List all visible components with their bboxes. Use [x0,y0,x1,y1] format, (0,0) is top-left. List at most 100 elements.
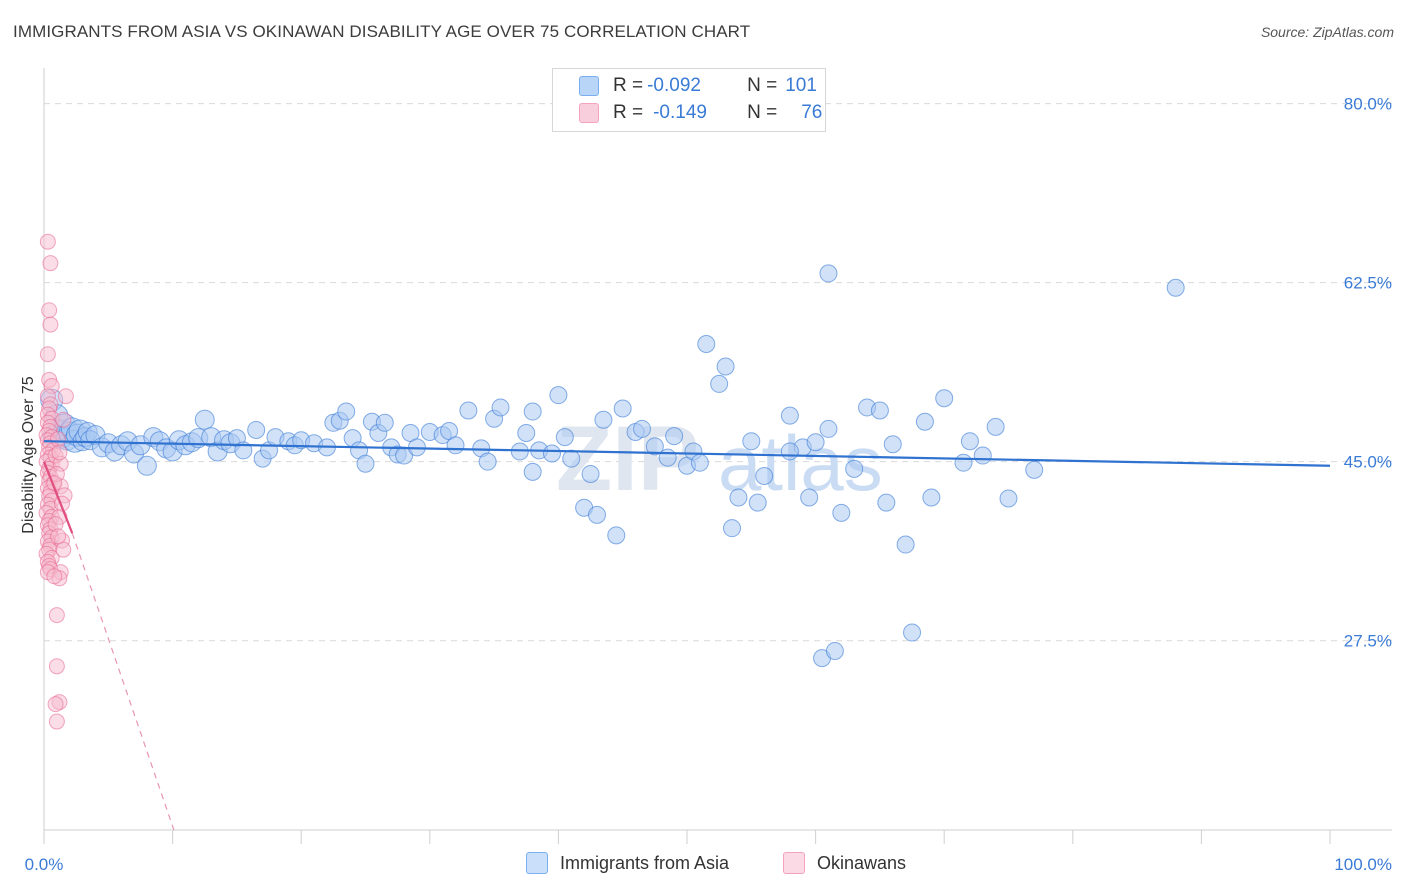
point-asia-93 [716,357,735,376]
point-asia-100 [806,433,825,452]
point-asia-86 [658,448,677,467]
point-okinawans-75 [51,444,68,461]
point-okinawans-59 [48,607,65,624]
gridlines [44,103,1392,642]
series-legend: Immigrants from Asia Okinawans [0,852,1406,876]
point-asia-117 [999,489,1018,508]
legend-n-value: 76 [801,102,823,123]
chart-title: IMMIGRANTS FROM ASIA VS OKINAWAN DISABIL… [13,22,751,41]
point-asia-77 [549,386,568,405]
point-asia-95 [742,432,761,451]
legend-r-value: -0.149 [653,102,707,123]
point-asia-110 [903,623,922,642]
point-asia-82 [613,399,632,418]
point-asia-109 [896,535,915,554]
point-asia-104 [832,503,851,522]
point-asia-123 [587,505,606,524]
point-asia-80 [581,464,600,483]
point-asia-114 [960,432,979,451]
point-asia-127 [819,264,838,283]
point-asia-76 [542,444,561,463]
x-tick-label-0: 0.0% [25,855,64,874]
point-asia-51 [337,402,356,421]
tick-labels: 27.5% 45.0% 62.5% 80.0% 0.0% 100.0% [25,95,1392,874]
y-axis-title: Disability Age Over 75 [20,376,37,534]
point-asia-108 [877,493,896,512]
y-tick-label-3: 80.0% [1344,95,1392,114]
point-asia-24 [136,455,157,476]
point-okinawans-56 [55,541,72,558]
point-okinawans-62 [47,696,64,713]
legend-item-asia[interactable]: Immigrants from Asia [526,852,729,874]
point-asia-97 [780,406,799,425]
point-asia-119 [1166,278,1185,297]
point-asia-57 [375,413,394,432]
legend-swatch-okinawans [579,103,599,123]
point-asia-73 [517,424,536,443]
legend-n-label: N = [747,102,778,123]
point-asia-128 [883,435,902,454]
legend-n-value: 101 [785,75,817,96]
point-okinawans-63 [48,713,65,730]
legend-r-value: -0.092 [647,75,701,96]
trend-asia [43,440,1331,467]
legend-swatch-okinawans [783,852,805,874]
legend-row-okinawans: R = -0.149 N = 76 [579,102,822,124]
point-asia-91 [697,335,716,354]
point-asia-124 [723,519,742,538]
legend-r-label: R = [613,102,644,123]
point-asia-67 [459,401,478,420]
point-okinawans-4 [39,346,56,363]
point-asia-105 [845,459,864,478]
point-okinawans-65 [55,411,72,428]
point-okinawans-3 [42,316,59,333]
point-asia-99 [800,488,819,507]
trend-lines [42,440,1331,831]
point-asia-118 [1025,460,1044,479]
point-asia-111 [915,412,934,431]
point-okinawans-73 [50,528,67,545]
legend-row-asia: R = -0.092 N = 101 [579,75,817,97]
point-asia-96 [755,466,774,485]
trend-okinawans-extension [71,533,175,831]
point-okinawans-0 [39,233,56,250]
point-okinawans-64 [57,388,74,405]
point-asia-120 [523,462,542,481]
point-asia-92 [710,374,729,393]
y-tick-label-2: 62.5% [1344,274,1392,293]
point-asia-84 [632,419,651,438]
point-asia-54 [356,454,375,473]
point-asia-74 [523,402,542,421]
point-asia-94 [729,488,748,507]
point-asia-33 [194,409,215,430]
point-asia-126 [780,442,799,461]
series-okinawans [38,233,74,730]
correlation-legend: R = -0.092 N = 101 R = -0.149 N = 76 [552,68,826,132]
point-asia-79 [562,449,581,468]
point-asia-90 [690,453,709,472]
point-asia-113 [935,389,954,408]
point-asia-103 [825,641,844,660]
point-asia-66 [446,436,465,455]
point-asia-107 [870,401,889,420]
point-asia-129 [954,453,973,472]
point-asia-116 [986,417,1005,436]
legend-item-okinawans[interactable]: Okinawans [783,852,906,874]
point-asia-122 [607,526,626,545]
point-okinawans-1 [42,255,59,272]
point-asia-85 [645,437,664,456]
point-asia-87 [665,427,684,446]
legend-label-asia: Immigrants from Asia [560,852,730,873]
point-asia-69 [478,452,497,471]
legend-swatch-asia [526,852,548,874]
point-asia-115 [973,446,992,465]
point-asia-112 [922,488,941,507]
legend-label-okinawans: Okinawans [817,852,907,873]
point-asia-40 [247,420,266,439]
point-okinawans-60 [48,658,65,675]
legend-n-label: N = [747,75,778,96]
point-asia-102 [819,419,838,438]
x-tick-label-1: 100.0% [1334,855,1392,874]
trend-okinawans [42,461,74,534]
